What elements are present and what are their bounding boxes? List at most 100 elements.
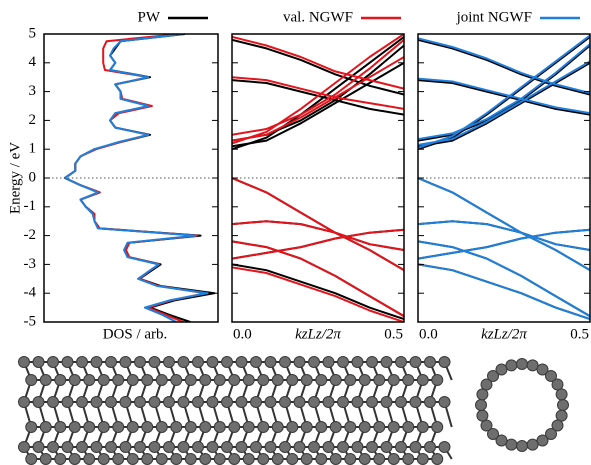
- atom: [322, 396, 335, 408]
- atom: [54, 421, 67, 433]
- atom: [395, 441, 407, 453]
- atom: [387, 374, 400, 386]
- atom: [90, 441, 103, 453]
- atom: [431, 453, 444, 465]
- atom: [487, 370, 500, 383]
- atom: [286, 374, 299, 386]
- atom: [438, 441, 451, 453]
- atom: [329, 421, 342, 433]
- atom: [555, 388, 568, 401]
- atom: [495, 434, 508, 447]
- atom: [192, 396, 204, 408]
- atom: [83, 421, 96, 433]
- atom: [402, 421, 415, 433]
- atom: [315, 421, 328, 433]
- y-tick-label: 3: [29, 83, 37, 99]
- band-line: [232, 39, 404, 136]
- atom: [409, 441, 422, 453]
- atom: [177, 441, 190, 453]
- atom: [148, 356, 161, 368]
- atom: [213, 421, 226, 433]
- atom: [76, 441, 88, 453]
- atom: [402, 453, 415, 465]
- atom: [242, 453, 255, 465]
- atom: [308, 441, 320, 453]
- atom: [495, 363, 508, 376]
- atom: [544, 370, 557, 383]
- atom: [184, 374, 197, 386]
- atom: [358, 453, 371, 465]
- x-axis-label: kzLz/2π: [295, 326, 341, 342]
- atom: [551, 378, 564, 391]
- atom: [300, 421, 313, 433]
- atom: [112, 453, 125, 465]
- atom: [279, 441, 291, 453]
- band-line: [418, 44, 590, 142]
- atom: [163, 396, 175, 408]
- atom: [286, 453, 299, 465]
- atom: [315, 374, 328, 386]
- atom: [344, 374, 357, 386]
- atom: [141, 453, 154, 465]
- y-tick-label: 2: [29, 112, 37, 128]
- band-line: [232, 76, 404, 110]
- band-line: [418, 79, 590, 116]
- y-tick-label: -5: [24, 313, 37, 329]
- atom: [409, 396, 422, 408]
- atom: [424, 396, 436, 408]
- atom: [32, 441, 45, 453]
- atom: [516, 440, 528, 452]
- atom: [322, 356, 335, 368]
- atom: [119, 396, 132, 408]
- atom: [126, 453, 139, 465]
- atom: [192, 441, 204, 453]
- band-line: [232, 36, 404, 151]
- atom: [199, 453, 212, 465]
- atom: [308, 396, 320, 408]
- atom: [373, 421, 386, 433]
- atom: [184, 453, 197, 465]
- x-tick-label: 0.0: [419, 326, 438, 342]
- atom: [170, 421, 183, 433]
- plot-area: [418, 34, 590, 321]
- atom: [373, 374, 386, 386]
- atom: [105, 441, 117, 453]
- atom: [126, 374, 139, 386]
- atom: [293, 396, 306, 408]
- atom: [271, 374, 284, 386]
- atom: [213, 374, 226, 386]
- atom: [286, 421, 299, 433]
- band-line: [418, 61, 590, 148]
- atom: [206, 441, 219, 453]
- band-line: [232, 240, 404, 318]
- band-line: [418, 220, 590, 272]
- x-tick-label: 0.5: [384, 326, 403, 342]
- atom: [505, 438, 518, 451]
- atom: [264, 441, 277, 453]
- atom: [235, 396, 248, 408]
- atom: [221, 441, 233, 453]
- atom: [112, 374, 125, 386]
- atom: [134, 396, 146, 408]
- atom: [112, 421, 125, 433]
- band-line: [418, 34, 590, 149]
- atom: [387, 421, 400, 433]
- atom: [329, 453, 342, 465]
- atom: [18, 356, 30, 368]
- atom: [68, 374, 81, 386]
- atom: [250, 396, 262, 408]
- atom: [257, 374, 270, 386]
- nanotube-side-view: [18, 356, 453, 465]
- atom: [536, 434, 549, 447]
- band-line: [232, 35, 404, 90]
- y-tick-label: 4: [29, 54, 37, 70]
- atom: [105, 356, 117, 368]
- atom: [39, 453, 52, 465]
- atom: [170, 374, 183, 386]
- atom: [366, 356, 378, 368]
- atom: [32, 356, 45, 368]
- atom: [18, 441, 30, 453]
- plot-area: [232, 34, 404, 322]
- atom: [344, 453, 357, 465]
- y-axis-label: Energy / eV: [7, 142, 23, 214]
